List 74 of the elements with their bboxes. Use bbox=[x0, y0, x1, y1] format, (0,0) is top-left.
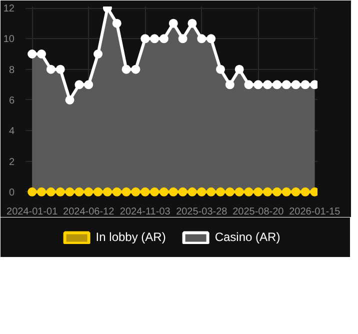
point bbox=[56, 187, 65, 196]
y-tick-label: 6 bbox=[8, 95, 15, 106]
point bbox=[178, 187, 188, 196]
point bbox=[150, 187, 160, 196]
point bbox=[46, 187, 56, 196]
point bbox=[65, 95, 74, 104]
y-tick-label: 8 bbox=[8, 64, 15, 76]
point bbox=[244, 187, 254, 196]
point bbox=[263, 187, 272, 196]
point bbox=[65, 187, 74, 196]
point bbox=[225, 187, 234, 196]
point bbox=[74, 80, 84, 90]
point bbox=[122, 64, 131, 74]
point bbox=[168, 18, 178, 28]
point bbox=[112, 18, 122, 28]
point bbox=[225, 80, 234, 90]
x-tick-label: 2025-08-20 bbox=[232, 206, 284, 218]
x-tick-label: 2024-06-12 bbox=[63, 206, 115, 218]
point bbox=[282, 187, 291, 196]
point bbox=[37, 50, 46, 58]
point bbox=[188, 18, 197, 28]
point bbox=[197, 34, 206, 44]
point bbox=[122, 187, 131, 196]
y-tick-label: 10 bbox=[3, 34, 15, 46]
point bbox=[56, 64, 65, 74]
point bbox=[84, 80, 94, 90]
point bbox=[263, 80, 272, 90]
y-tick-label: 4 bbox=[8, 126, 15, 138]
x-tick-label: 2024-11-03 bbox=[120, 206, 171, 218]
point bbox=[254, 187, 263, 196]
point bbox=[140, 187, 150, 196]
point bbox=[140, 34, 150, 44]
point bbox=[112, 187, 122, 196]
point bbox=[159, 34, 168, 44]
point bbox=[291, 187, 300, 196]
point bbox=[150, 34, 160, 44]
y-tick-label: 0 bbox=[8, 187, 15, 198]
y-tick-label: 2 bbox=[8, 156, 15, 168]
point bbox=[74, 187, 84, 196]
point bbox=[216, 187, 225, 196]
point bbox=[272, 187, 282, 196]
y-tick-label: 12 bbox=[3, 4, 15, 15]
point bbox=[244, 80, 254, 90]
point bbox=[300, 187, 310, 196]
point bbox=[94, 187, 103, 196]
point bbox=[131, 187, 140, 196]
legend-label: In lobby (AR) bbox=[96, 230, 166, 244]
x-tick-label: 2026-01-15 bbox=[289, 206, 341, 218]
point bbox=[188, 187, 197, 196]
point bbox=[197, 187, 206, 196]
x-tick-label: 2024-01-01 bbox=[6, 206, 58, 218]
point bbox=[291, 80, 300, 90]
legend-label: Casino (AR) bbox=[214, 230, 280, 244]
point bbox=[37, 187, 46, 196]
point bbox=[206, 34, 216, 44]
point bbox=[28, 50, 37, 58]
point bbox=[28, 187, 37, 196]
point bbox=[84, 187, 94, 196]
x-tick-label: 2025-03-28 bbox=[176, 206, 228, 218]
point bbox=[254, 80, 263, 90]
point bbox=[272, 80, 282, 90]
point bbox=[234, 64, 244, 74]
point bbox=[300, 80, 310, 90]
point bbox=[102, 187, 112, 196]
point bbox=[46, 64, 56, 74]
point bbox=[282, 80, 291, 90]
point bbox=[234, 187, 244, 196]
point bbox=[159, 187, 168, 196]
point bbox=[206, 187, 216, 196]
point bbox=[216, 64, 225, 74]
point bbox=[168, 187, 178, 196]
point bbox=[178, 34, 188, 44]
point bbox=[131, 64, 140, 74]
point bbox=[94, 50, 103, 58]
